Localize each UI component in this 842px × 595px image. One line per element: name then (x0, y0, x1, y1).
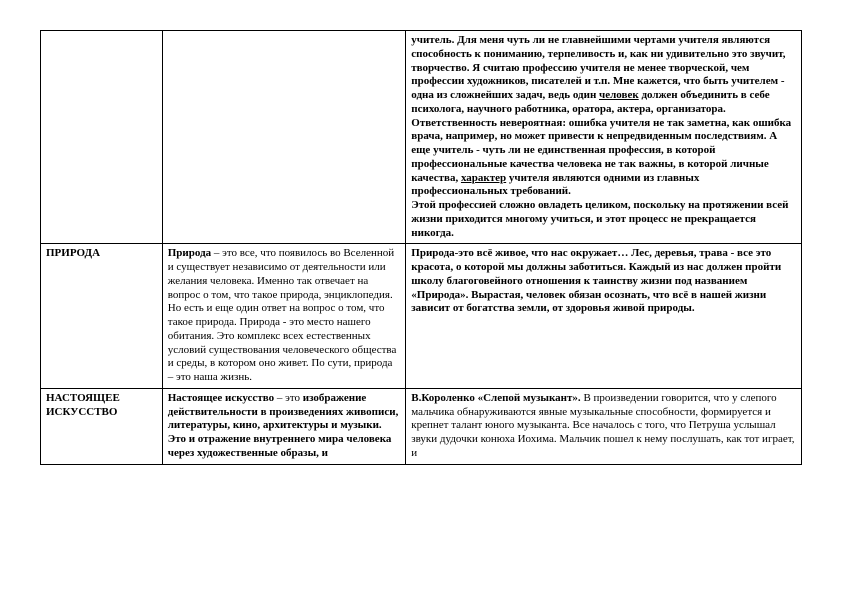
cell-example: В.Короленко «Слепой музыкант». В произве… (406, 388, 802, 464)
cell-example: учитель. Для меня чуть ли не главнейшими… (406, 31, 802, 244)
table-row: ПРИРОДАПрирода – это все, что появилось … (41, 244, 802, 389)
cell-term: НАСТОЯЩЕЕ ИСКУССТВО (41, 388, 163, 464)
content-table: учитель. Для меня чуть ли не главнейшими… (40, 30, 802, 465)
cell-definition (162, 31, 406, 244)
cell-definition: Природа – это все, что появилось во Всел… (162, 244, 406, 389)
cell-term: ПРИРОДА (41, 244, 163, 389)
table-body: учитель. Для меня чуть ли не главнейшими… (41, 31, 802, 465)
cell-example: Природа-это всё живое, что нас окружает…… (406, 244, 802, 389)
table-row: НАСТОЯЩЕЕ ИСКУССТВОНастоящее искусство –… (41, 388, 802, 464)
cell-term (41, 31, 163, 244)
cell-definition: Настоящее искусство – это изображение де… (162, 388, 406, 464)
table-row: учитель. Для меня чуть ли не главнейшими… (41, 31, 802, 244)
